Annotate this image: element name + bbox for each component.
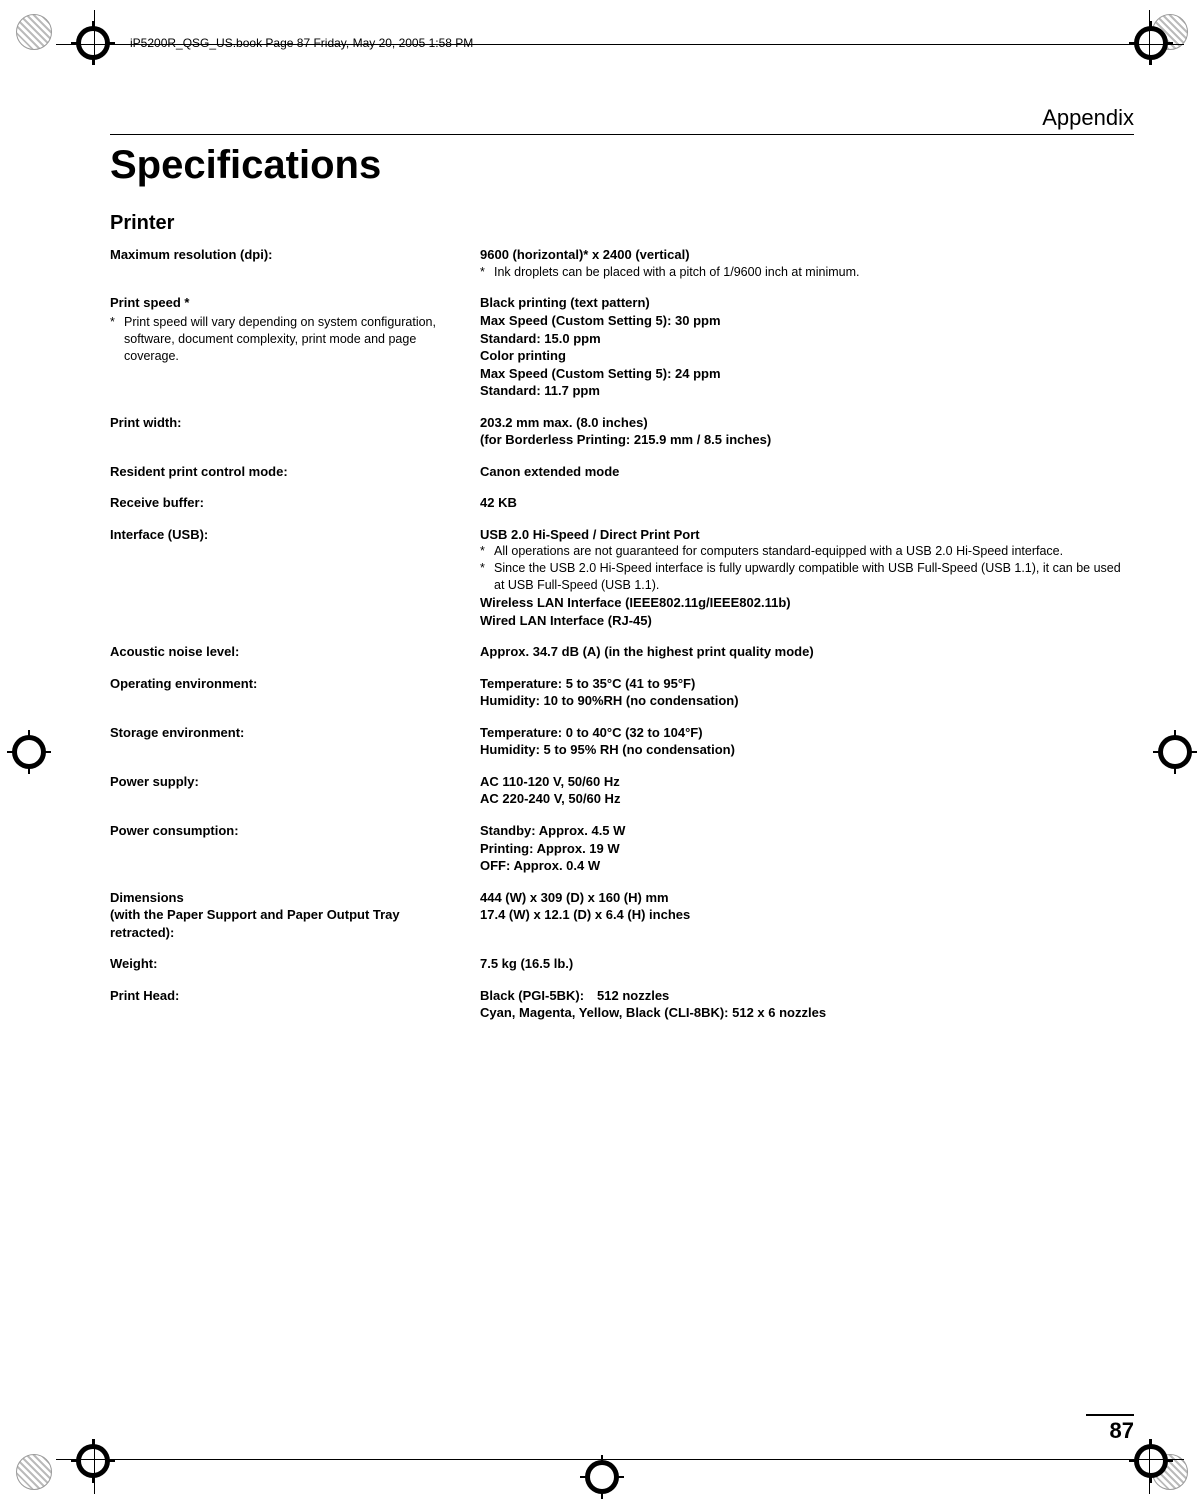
group-heading: Printer [110, 212, 1134, 235]
spec-row: Resident print control mode:Canon extend… [110, 456, 1134, 488]
spec-key: Power consumption: [110, 822, 480, 875]
spec-row: Acoustic noise level:Approx. 34.7 dB (A)… [110, 636, 1134, 668]
spec-row: Interface (USB):USB 2.0 Hi-Speed / Direc… [110, 519, 1134, 636]
spec-value: Black printing (text pattern)Max Speed (… [480, 294, 1134, 399]
spec-row: Dimensions(with the Paper Support and Pa… [110, 882, 1134, 949]
spec-value: Temperature: 5 to 35°C (41 to 95°F)Humid… [480, 675, 1134, 710]
spec-key: Power supply: [110, 773, 480, 808]
page-title: Specifications [110, 143, 1134, 188]
spec-value: 7.5 kg (16.5 lb.) [480, 955, 1134, 973]
spec-row: Power supply:AC 110-120 V, 50/60 HzAC 22… [110, 766, 1134, 815]
spec-key: Print speed **Print speed will vary depe… [110, 294, 480, 399]
spec-key: Weight: [110, 955, 480, 973]
spec-row: Power consumption:Standby: Approx. 4.5 W… [110, 815, 1134, 882]
spec-key: Storage environment: [110, 724, 480, 759]
page-number: 87 [1086, 1414, 1134, 1444]
spec-key: Print Head: [110, 987, 480, 1022]
spec-key: Resident print control mode: [110, 463, 480, 481]
spec-value: 9600 (horizontal)* x 2400 (vertical)*Ink… [480, 246, 1134, 280]
spec-value: 42 KB [480, 494, 1134, 512]
spec-key: Dimensions(with the Paper Support and Pa… [110, 889, 480, 942]
spec-value: 444 (W) x 309 (D) x 160 (H) mm17.4 (W) x… [480, 889, 1134, 942]
spec-row: Print speed **Print speed will vary depe… [110, 287, 1134, 406]
spec-value: Canon extended mode [480, 463, 1134, 481]
spec-row: Print Head:Black (PGI-5BK): 512 nozzlesC… [110, 980, 1134, 1029]
book-tag: iP5200R_QSG_US.book Page 87 Friday, May … [130, 36, 1134, 50]
section-label: Appendix [110, 105, 1134, 135]
spec-value: Temperature: 0 to 40°C (32 to 104°F)Humi… [480, 724, 1134, 759]
spec-row: Receive buffer:42 KB [110, 487, 1134, 519]
page-content: iP5200R_QSG_US.book Page 87 Friday, May … [110, 30, 1134, 1474]
spec-key: Operating environment: [110, 675, 480, 710]
spec-row: Storage environment:Temperature: 0 to 40… [110, 717, 1134, 766]
spec-value: 203.2 mm max. (8.0 inches)(for Borderles… [480, 414, 1134, 449]
spec-row: Maximum resolution (dpi):9600 (horizonta… [110, 239, 1134, 287]
spec-row: Print width:203.2 mm max. (8.0 inches)(f… [110, 407, 1134, 456]
spec-table: Maximum resolution (dpi):9600 (horizonta… [110, 239, 1134, 1029]
spec-key: Print width: [110, 414, 480, 449]
spec-key: Maximum resolution (dpi): [110, 246, 480, 280]
spec-key: Acoustic noise level: [110, 643, 480, 661]
spec-key: Receive buffer: [110, 494, 480, 512]
spec-value: USB 2.0 Hi-Speed / Direct Print Port*All… [480, 526, 1134, 629]
spec-value: Approx. 34.7 dB (A) (in the highest prin… [480, 643, 1134, 661]
spec-value: Black (PGI-5BK): 512 nozzlesCyan, Magent… [480, 987, 1134, 1022]
spec-row: Weight:7.5 kg (16.5 lb.) [110, 948, 1134, 980]
spec-row: Operating environment:Temperature: 5 to … [110, 668, 1134, 717]
spec-value: Standby: Approx. 4.5 WPrinting: Approx. … [480, 822, 1134, 875]
spec-key: Interface (USB): [110, 526, 480, 629]
spec-value: AC 110-120 V, 50/60 HzAC 220-240 V, 50/6… [480, 773, 1134, 808]
